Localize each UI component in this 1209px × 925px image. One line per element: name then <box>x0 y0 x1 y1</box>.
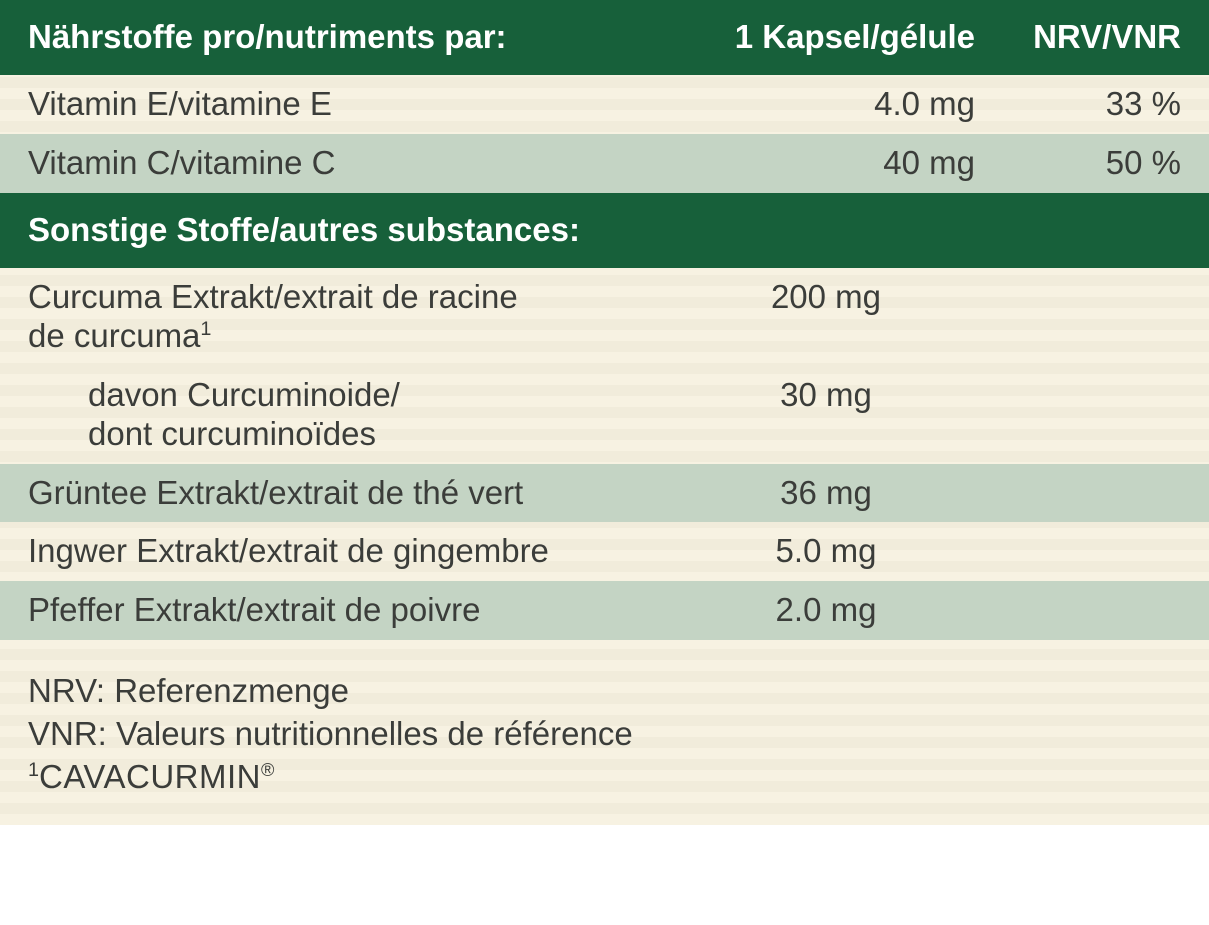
nutrient-nrv: 33 % <box>981 85 1181 124</box>
substance-name: Ingwer Extrakt/extrait de gingembre <box>28 532 671 571</box>
header-nrv: NRV/VNR <box>981 18 1181 57</box>
nutrient-amount: 4.0 mg <box>665 85 981 124</box>
substance-sub-amount: 30 mg <box>671 376 981 415</box>
table-row: Vitamin E/vitamine E 4.0 mg 33 % <box>0 75 1209 134</box>
registered-mark: ® <box>261 760 274 780</box>
substance-name: Curcuma Extrakt/extrait de racine de cur… <box>28 278 671 356</box>
footnote-marker: 1 <box>200 318 211 340</box>
table-row: Curcuma Extrakt/extrait de racine de cur… <box>0 268 1209 366</box>
table-row: Ingwer Extrakt/extrait de gingembre 5.0 … <box>0 522 1209 581</box>
table-header-row: Nährstoffe pro/nutriments par: 1 Kapsel/… <box>0 0 1209 75</box>
substance-name: Pfeffer Extrakt/extrait de poivre <box>28 591 671 630</box>
header-amount: 1 Kapsel/gélule <box>665 18 981 57</box>
sub-line1: davon Curcuminoide/ <box>28 376 671 415</box>
footer-line: VNR: Valeurs nutritionnelles de référenc… <box>28 713 1181 756</box>
table-sub-row: davon Curcuminoide/ dont curcuminoïdes 3… <box>0 366 1209 464</box>
substance-name-line2: de curcuma <box>28 317 200 354</box>
footer-line: 1CAVACURMIN® <box>28 756 1181 799</box>
footer-line: NRV: Referenzmenge <box>28 670 1181 713</box>
section-title: Sonstige Stoffe/autres substances: <box>28 211 1181 250</box>
nutrient-name: Vitamin C/vitamine C <box>28 144 665 183</box>
substance-name-line1: Curcuma Extrakt/extrait de racine <box>28 278 518 315</box>
substance-sub-name: davon Curcuminoide/ dont curcuminoïdes <box>28 376 671 454</box>
substance-amount: 200 mg <box>671 278 981 317</box>
table-row: Vitamin C/vitamine C 40 mg 50 % <box>0 134 1209 193</box>
substance-name: Grüntee Extrakt/extrait de thé vert <box>28 474 671 513</box>
substance-amount: 2.0 mg <box>671 591 981 630</box>
table-row: Grüntee Extrakt/extrait de thé vert 36 m… <box>0 464 1209 523</box>
nutrient-name: Vitamin E/vitamine E <box>28 85 665 124</box>
sub-line2: dont curcuminoïdes <box>28 415 671 454</box>
nutrient-nrv: 50 % <box>981 144 1181 183</box>
footer-notes: NRV: Referenzmenge VNR: Valeurs nutritio… <box>0 640 1209 825</box>
nutrient-amount: 40 mg <box>665 144 981 183</box>
substance-amount: 5.0 mg <box>671 532 981 571</box>
nutrition-table: Nährstoffe pro/nutriments par: 1 Kapsel/… <box>0 0 1209 825</box>
footnote-text: CAVACURMIN <box>39 758 261 795</box>
footnote-marker: 1 <box>28 759 39 781</box>
substance-amount: 36 mg <box>671 474 981 513</box>
section-header: Sonstige Stoffe/autres substances: <box>0 193 1209 268</box>
header-name: Nährstoffe pro/nutriments par: <box>28 18 665 57</box>
table-row: Pfeffer Extrakt/extrait de poivre 2.0 mg <box>0 581 1209 640</box>
